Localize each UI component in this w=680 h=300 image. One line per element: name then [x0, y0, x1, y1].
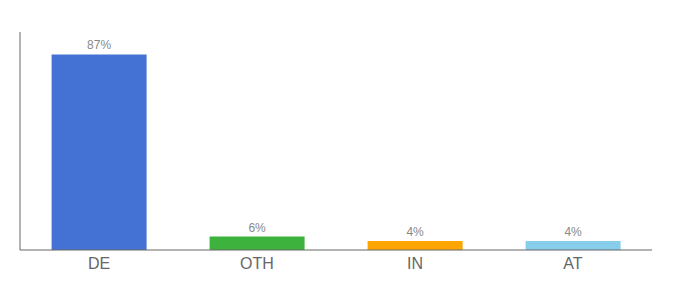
svg-text:4%: 4%: [564, 225, 582, 239]
svg-text:DE: DE: [88, 255, 110, 272]
svg-text:4%: 4%: [406, 225, 424, 239]
svg-text:AT: AT: [563, 255, 582, 272]
svg-text:87%: 87%: [87, 38, 111, 52]
svg-text:IN: IN: [407, 255, 423, 272]
svg-text:OTH: OTH: [240, 255, 274, 272]
svg-text:6%: 6%: [248, 221, 266, 235]
